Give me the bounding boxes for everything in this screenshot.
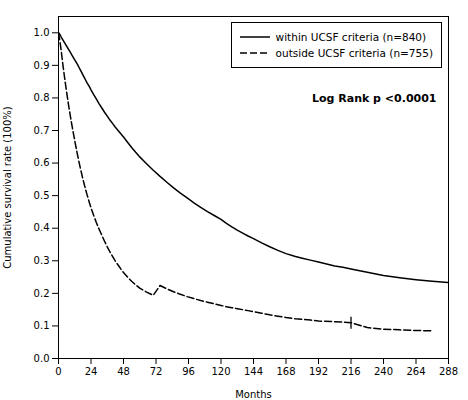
svg-text:96: 96	[182, 366, 195, 377]
svg-text:0.7: 0.7	[34, 125, 50, 136]
svg-text:Months: Months	[235, 389, 272, 400]
svg-text:0.2: 0.2	[34, 288, 50, 299]
svg-text:1.0: 1.0	[34, 27, 50, 38]
svg-text:0.0: 0.0	[34, 353, 50, 364]
svg-text:240: 240	[374, 366, 393, 377]
svg-text:0.8: 0.8	[34, 92, 50, 103]
svg-text:0.3: 0.3	[34, 255, 50, 266]
svg-text:264: 264	[406, 366, 425, 377]
svg-text:0.6: 0.6	[34, 157, 50, 168]
svg-text:144: 144	[244, 366, 263, 377]
svg-text:0.1: 0.1	[34, 320, 50, 331]
svg-text:0.5: 0.5	[34, 190, 50, 201]
svg-text:48: 48	[117, 366, 130, 377]
svg-text:192: 192	[309, 366, 328, 377]
svg-text:120: 120	[211, 366, 230, 377]
svg-text:0.9: 0.9	[34, 60, 50, 71]
html-text:within UCSF criteria (n=840): within UCSF criteria (n=840)	[275, 31, 427, 43]
svg-text:72: 72	[150, 366, 163, 377]
svg-text:Log Rank p <0.0001: Log Rank p <0.0001	[312, 92, 437, 105]
svg-text:Cumulative survival rate (100%: Cumulative survival rate (100%)	[2, 106, 13, 269]
svg-text:168: 168	[276, 366, 295, 377]
svg-text:288: 288	[439, 366, 458, 377]
html-text:outside UCSF criteria (n=755): outside UCSF criteria (n=755)	[275, 46, 433, 59]
svg-text:24: 24	[85, 366, 98, 377]
svg-text:216: 216	[341, 366, 360, 377]
svg-text:0.4: 0.4	[34, 222, 50, 233]
svg-text:0: 0	[55, 366, 61, 377]
